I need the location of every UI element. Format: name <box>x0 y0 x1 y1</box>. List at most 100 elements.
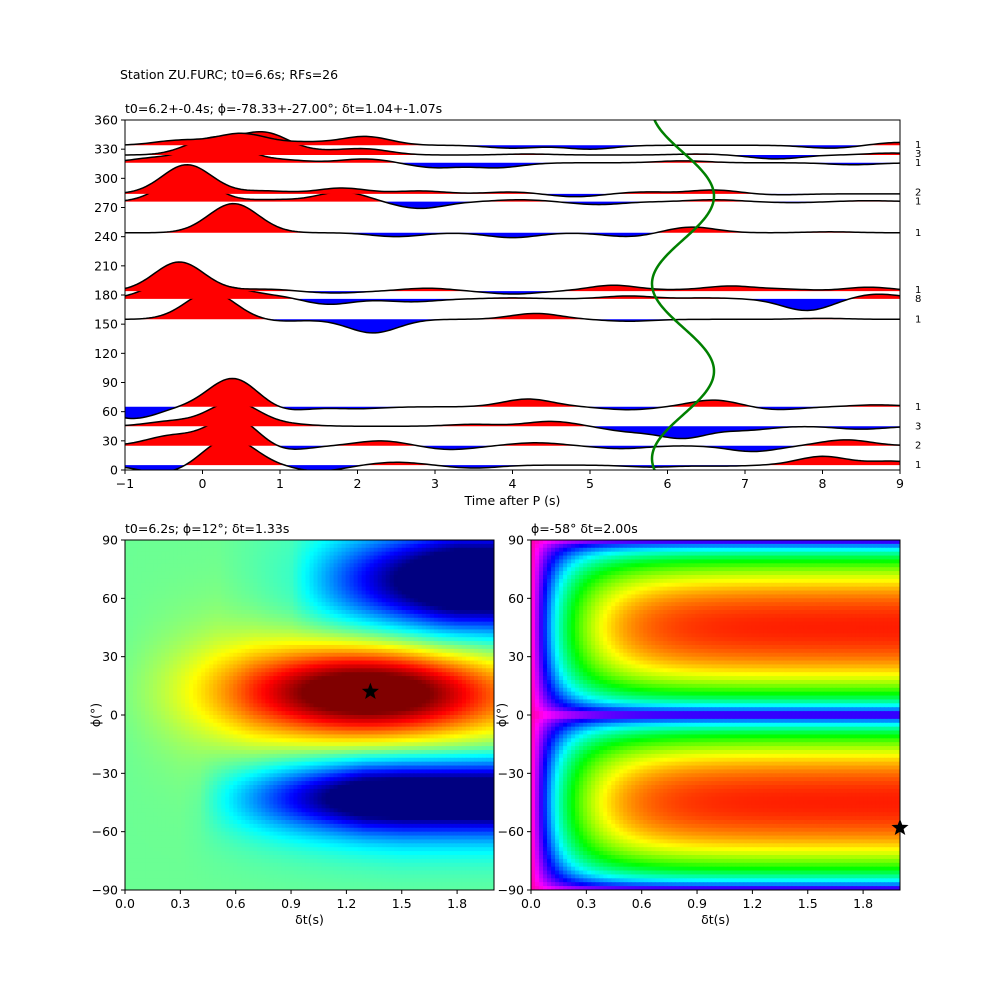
heatmap-cell <box>149 738 154 743</box>
heatmap-cell <box>285 664 291 669</box>
heatmap-cell <box>305 551 311 557</box>
heatmap-cell <box>369 718 375 724</box>
heatmap-cell <box>261 645 266 650</box>
heatmap-cell <box>489 707 494 712</box>
heatmap-cell <box>401 555 407 561</box>
heatmap-cell <box>185 703 190 708</box>
heatmap-cell <box>209 680 214 685</box>
heatmap-cell <box>481 734 487 739</box>
heatmap-cell <box>481 726 487 732</box>
heatmap-cell <box>225 540 230 545</box>
heatmap-cell <box>273 625 279 631</box>
heatmap-cell <box>253 621 258 627</box>
heatmap-cell <box>333 734 339 739</box>
heatmap-cell <box>381 594 387 599</box>
heatmap-cell <box>209 555 214 561</box>
heatmap-cell <box>433 652 439 658</box>
heatmap-cell <box>333 575 339 580</box>
heatmap-cell <box>145 680 150 685</box>
heatmap-cell <box>365 695 371 701</box>
heatmap-cell <box>181 683 186 689</box>
heatmap-cell <box>433 641 439 646</box>
heatmap-cell <box>385 578 391 584</box>
heatmap-cell <box>397 610 403 615</box>
heatmap-cell <box>421 718 427 724</box>
heatmap-cell <box>385 571 391 576</box>
heatmap-cell <box>161 598 166 603</box>
heatmap-cell <box>381 652 387 658</box>
heatmap-cell <box>157 668 162 673</box>
heatmap-cell <box>445 683 451 689</box>
heatmap-cell <box>201 543 206 549</box>
heatmap-cell <box>449 590 455 596</box>
heatmap-cell <box>173 571 178 576</box>
heatmap-cell <box>177 648 182 654</box>
heatmap-cell <box>257 699 262 704</box>
heatmap-cell <box>165 578 170 584</box>
heatmap-cell <box>297 578 303 584</box>
heatmap-cell <box>433 691 439 697</box>
heatmap-cell <box>353 617 359 623</box>
heatmap-cell <box>157 637 162 642</box>
heatmap-cell <box>405 563 411 568</box>
heatmap-cell <box>429 699 435 704</box>
heatmap-cell <box>305 672 311 677</box>
heatmap-cell <box>129 703 134 708</box>
heatmap-cell <box>369 578 375 584</box>
heatmap-cell <box>165 641 170 646</box>
heatmap-cell <box>325 691 331 697</box>
heatmap-cell <box>141 606 146 611</box>
heatmap-cell <box>213 625 218 631</box>
heatmap-cell <box>485 629 491 634</box>
heatmap-cell <box>281 645 287 650</box>
heatmap-cell <box>377 680 383 685</box>
heatmap-cell <box>469 540 475 545</box>
heatmap-cell <box>369 610 375 615</box>
heatmap-cell <box>337 683 343 689</box>
heatmap-cell <box>149 578 154 584</box>
heatmap-cell <box>205 730 210 736</box>
heatmap-cell <box>417 676 423 681</box>
heatmap-cell <box>309 652 315 658</box>
heatmap-cell <box>473 575 479 580</box>
heatmap-cell <box>465 664 471 669</box>
heatmap-cell <box>245 559 250 564</box>
heatmap-cell <box>277 578 283 584</box>
heatmap-cell <box>209 559 214 564</box>
heatmap-cell <box>133 664 138 669</box>
heatmap-cell <box>181 551 186 557</box>
heatmap-cell <box>461 540 467 545</box>
heatmap-cell <box>397 715 403 720</box>
heatmap-cell <box>369 656 375 662</box>
heatmap-cell <box>333 645 339 650</box>
heatmap-cell <box>377 707 383 712</box>
heatmap-cell <box>157 691 162 697</box>
heatmap-cell <box>141 543 146 549</box>
heatmap-cell <box>221 664 226 669</box>
heatmap-cell <box>177 547 182 553</box>
heatmap-cell <box>233 738 238 743</box>
heatmap-cell <box>161 730 166 736</box>
heatmap-cell <box>345 575 351 580</box>
heatmap-cell <box>237 575 242 580</box>
heatmap-cell <box>457 547 463 553</box>
heatmap-cell <box>133 668 138 673</box>
top-y-tick-label: 270 <box>94 200 118 215</box>
heatmap-cell <box>425 543 431 549</box>
heatmap-cell <box>353 586 359 592</box>
heatmap-cell <box>169 571 174 576</box>
heatmap-cell <box>461 551 467 557</box>
heatmap-cell <box>225 637 230 642</box>
heatmap-cell <box>269 699 274 704</box>
heatmap-cell <box>269 641 274 646</box>
heatmap-cell <box>413 582 419 588</box>
heatmap-cell <box>433 594 439 599</box>
heatmap-cell <box>365 672 371 677</box>
top-x-tick-label: 3 <box>431 476 439 491</box>
heatmap-cell <box>453 672 459 677</box>
heatmap-cell <box>133 718 138 724</box>
heatmap-cell <box>477 590 483 596</box>
heatmap-cell <box>261 742 266 747</box>
heatmap-cell <box>389 637 395 642</box>
heatmap-cell <box>445 610 451 615</box>
